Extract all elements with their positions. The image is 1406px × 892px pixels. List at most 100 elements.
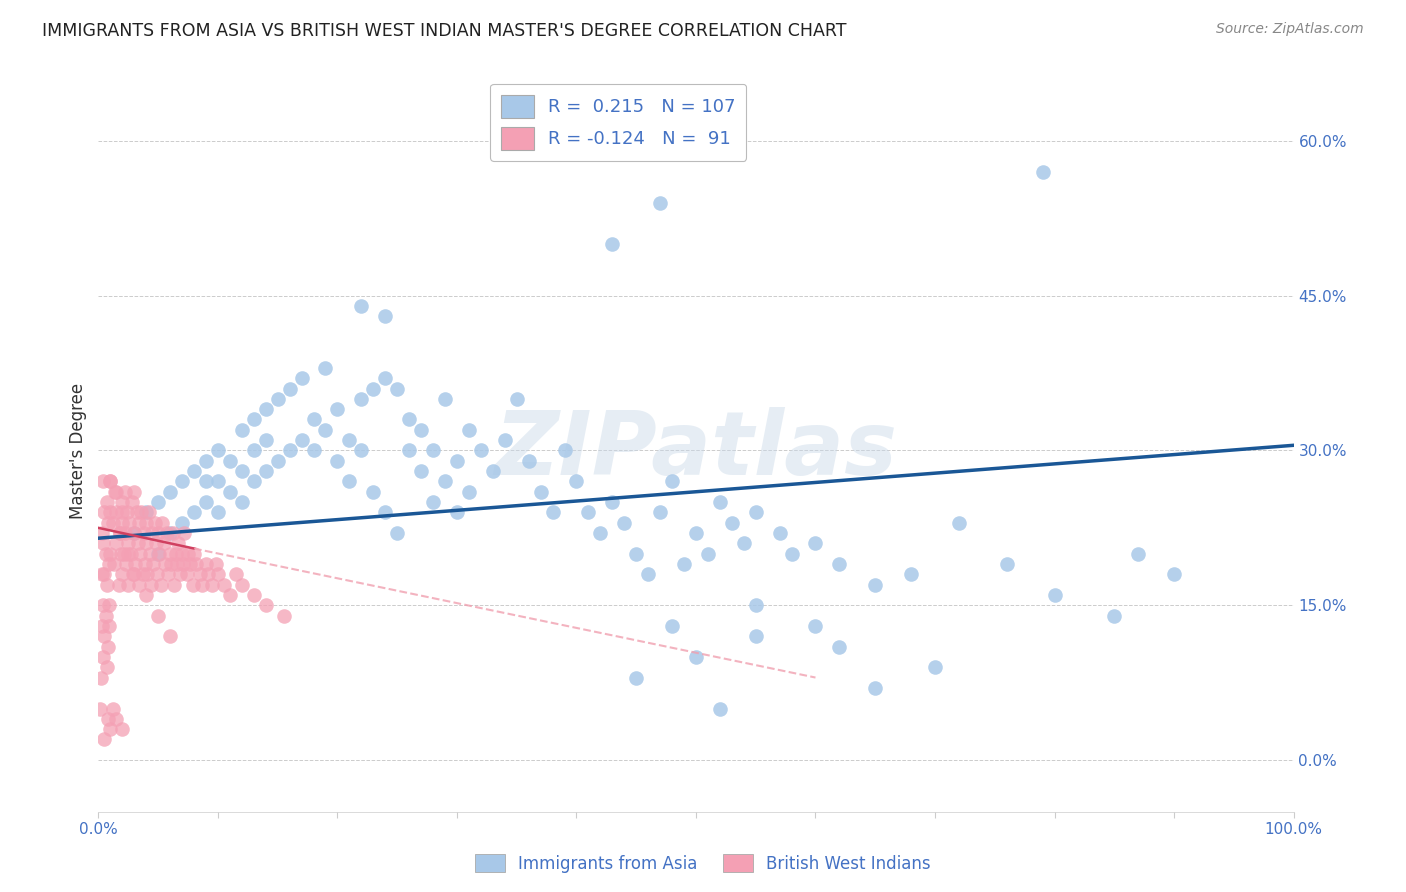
Point	[165, 547, 187, 561]
Point	[135, 505, 157, 519]
Point	[135, 588, 157, 602]
Point	[142, 557, 165, 571]
Point	[315, 423, 337, 437]
Point	[93, 732, 115, 747]
Point	[481, 464, 505, 478]
Point	[685, 526, 707, 541]
Point	[1104, 608, 1126, 623]
Point	[243, 412, 266, 426]
Point	[207, 475, 229, 489]
Point	[98, 475, 122, 489]
Point	[97, 516, 120, 530]
Point	[181, 577, 204, 591]
Point	[166, 557, 188, 571]
Point	[374, 371, 396, 385]
Point	[98, 599, 121, 613]
Point	[195, 454, 218, 468]
Point	[385, 382, 409, 396]
Point	[183, 505, 205, 519]
Point	[98, 557, 121, 571]
Point	[231, 577, 253, 591]
Point	[148, 547, 170, 561]
Point	[1163, 567, 1185, 582]
Point	[207, 505, 229, 519]
Point	[112, 547, 135, 561]
Point	[648, 505, 672, 519]
Point	[745, 599, 768, 613]
Point	[602, 237, 624, 252]
Point	[685, 649, 707, 664]
Point	[155, 557, 177, 571]
Point	[339, 433, 361, 447]
Point	[159, 629, 181, 643]
Point	[434, 392, 457, 406]
Point	[339, 475, 361, 489]
Text: IMMIGRANTS FROM ASIA VS BRITISH WEST INDIAN MASTER'S DEGREE CORRELATION CHART: IMMIGRANTS FROM ASIA VS BRITISH WEST IND…	[42, 22, 846, 40]
Point	[132, 526, 155, 541]
Point	[219, 484, 242, 499]
Point	[613, 516, 636, 530]
Point	[172, 516, 194, 530]
Point	[98, 722, 122, 736]
Point	[745, 505, 768, 519]
Point	[118, 516, 141, 530]
Point	[177, 547, 200, 561]
Point	[350, 299, 373, 313]
Point	[231, 495, 253, 509]
Point	[91, 599, 114, 613]
Point	[733, 536, 755, 550]
Point	[124, 484, 146, 499]
Point	[124, 567, 146, 582]
Point	[350, 443, 373, 458]
Point	[768, 526, 790, 541]
Point	[160, 557, 183, 571]
Point	[195, 475, 218, 489]
Point	[101, 516, 124, 530]
Point	[97, 712, 120, 726]
Point	[94, 608, 117, 623]
Point	[1043, 588, 1066, 602]
Point	[134, 557, 156, 571]
Point	[117, 577, 139, 591]
Y-axis label: Master's Degree: Master's Degree	[69, 383, 87, 518]
Point	[709, 701, 731, 715]
Point	[254, 464, 277, 478]
Point	[114, 526, 136, 541]
Point	[115, 505, 138, 519]
Point	[111, 505, 134, 519]
Point	[637, 567, 659, 582]
Point	[89, 701, 111, 715]
Legend: Immigrants from Asia, British West Indians: Immigrants from Asia, British West India…	[468, 847, 938, 880]
Point	[172, 557, 194, 571]
Point	[186, 557, 208, 571]
Point	[422, 443, 444, 458]
Point	[93, 505, 115, 519]
Point	[111, 516, 134, 530]
Point	[91, 567, 114, 582]
Point	[350, 392, 373, 406]
Point	[554, 443, 576, 458]
Point	[111, 722, 134, 736]
Point	[105, 536, 128, 550]
Point	[108, 526, 131, 541]
Point	[117, 547, 139, 561]
Point	[900, 567, 922, 582]
Point	[159, 526, 181, 541]
Point	[115, 557, 138, 571]
Point	[105, 712, 128, 726]
Point	[458, 423, 481, 437]
Point	[278, 443, 301, 458]
Point	[195, 495, 218, 509]
Point	[148, 608, 170, 623]
Point	[172, 475, 194, 489]
Point	[225, 567, 247, 582]
Point	[470, 443, 492, 458]
Point	[458, 484, 481, 499]
Point	[648, 195, 672, 210]
Point	[139, 577, 162, 591]
Point	[150, 516, 173, 530]
Point	[128, 577, 150, 591]
Point	[363, 484, 385, 499]
Point	[153, 536, 176, 550]
Point	[105, 484, 128, 499]
